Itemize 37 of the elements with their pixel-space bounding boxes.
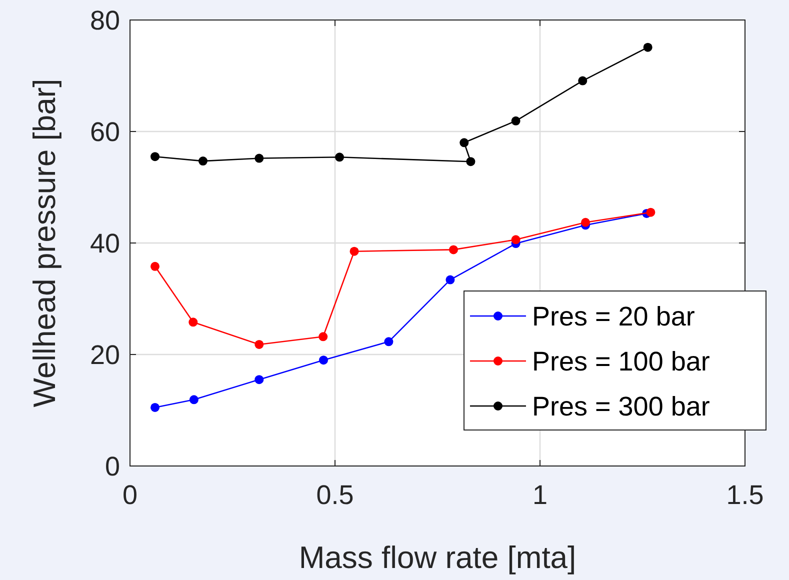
point [150,402,160,412]
y-tick-label: 20 [90,340,120,370]
point [460,138,469,148]
point [511,116,520,126]
y-tick-label: 0 [104,451,120,482]
point [446,275,455,284]
x-tick-label: 1 [532,480,548,510]
point [150,262,160,271]
point [150,152,160,162]
legend-label: Pres = 20 bar [532,301,695,332]
legend-label: Pres = 100 bar [532,346,710,376]
point [254,340,264,349]
point [384,337,394,346]
y-tick-label: 40 [90,228,120,258]
point [188,318,198,327]
point [581,218,590,227]
point [254,375,264,384]
point [335,152,344,162]
point [319,356,328,365]
point [189,395,198,404]
x-tick-label: 0.5 [316,480,354,510]
legend-label: Pres = 300 bar [532,391,710,422]
x-axis-title: Mass flow rate [mta] [298,540,576,575]
point [318,332,328,342]
y-tick-label: 60 [90,116,120,147]
y-axis-title: Wellhead pressure [bar] [27,78,62,408]
x-tick-label: 1.5 [726,480,764,510]
point [466,157,476,166]
point [254,154,264,163]
point [511,235,520,244]
y-tick-label: 80 [90,5,120,36]
point [646,208,656,217]
point [643,42,652,52]
point [198,156,208,166]
point [448,245,458,254]
point [578,76,588,86]
point [350,246,359,256]
